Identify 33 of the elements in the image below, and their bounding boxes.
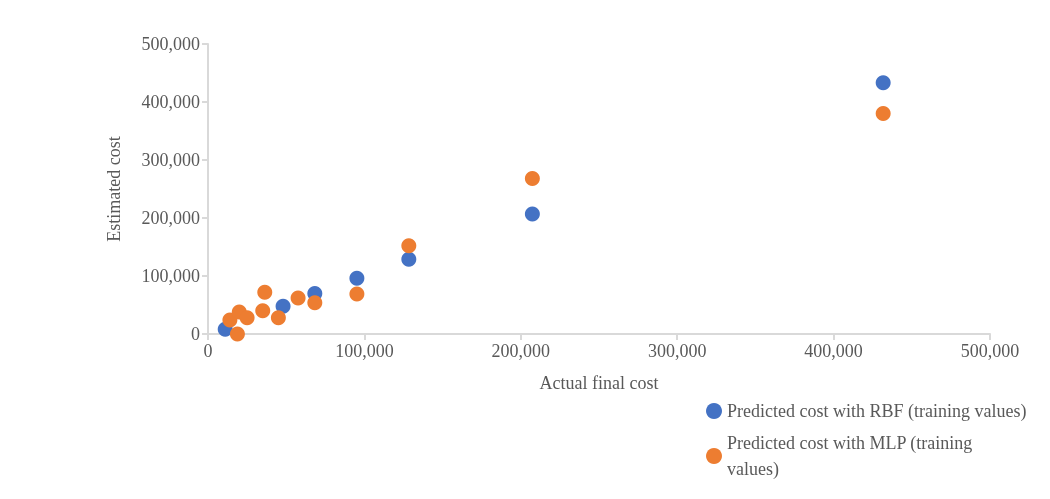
point bbox=[290, 290, 306, 306]
y-tick-label: 0 bbox=[191, 324, 200, 344]
y-tick-label: 500,000 bbox=[141, 34, 200, 54]
point bbox=[401, 251, 417, 267]
y-tick-label: 100,000 bbox=[141, 266, 200, 286]
point bbox=[524, 206, 540, 222]
point bbox=[349, 286, 365, 302]
x-tick-label: 300,000 bbox=[647, 341, 707, 361]
y-tick-label: 400,000 bbox=[141, 92, 200, 112]
x-tick-label: 200,000 bbox=[491, 341, 551, 361]
y-axis-title: Estimated cost bbox=[104, 136, 124, 242]
point bbox=[229, 326, 245, 342]
legend-label: Predicted cost with RBF (training values) bbox=[727, 401, 1027, 422]
point bbox=[270, 310, 286, 326]
x-tick-label: 400,000 bbox=[804, 341, 863, 361]
point bbox=[255, 303, 271, 319]
x-tick-label: 500,000 bbox=[960, 341, 1020, 361]
x-axis-title: Actual final cost bbox=[539, 373, 659, 393]
legend-label: Predicted cost with MLP (training values) bbox=[727, 433, 977, 480]
x-tick-label: 100,000 bbox=[335, 341, 394, 361]
point bbox=[875, 106, 891, 122]
point bbox=[349, 270, 365, 286]
y-tick-label: 300,000 bbox=[141, 150, 200, 170]
point bbox=[307, 295, 323, 311]
point bbox=[875, 75, 891, 91]
x-tick-label: 0 bbox=[203, 341, 213, 361]
point bbox=[401, 238, 417, 254]
y-tick-label: 200,000 bbox=[141, 208, 200, 228]
point bbox=[257, 284, 273, 300]
point bbox=[239, 310, 255, 326]
point bbox=[275, 298, 291, 314]
point bbox=[524, 171, 540, 187]
point bbox=[222, 312, 238, 328]
